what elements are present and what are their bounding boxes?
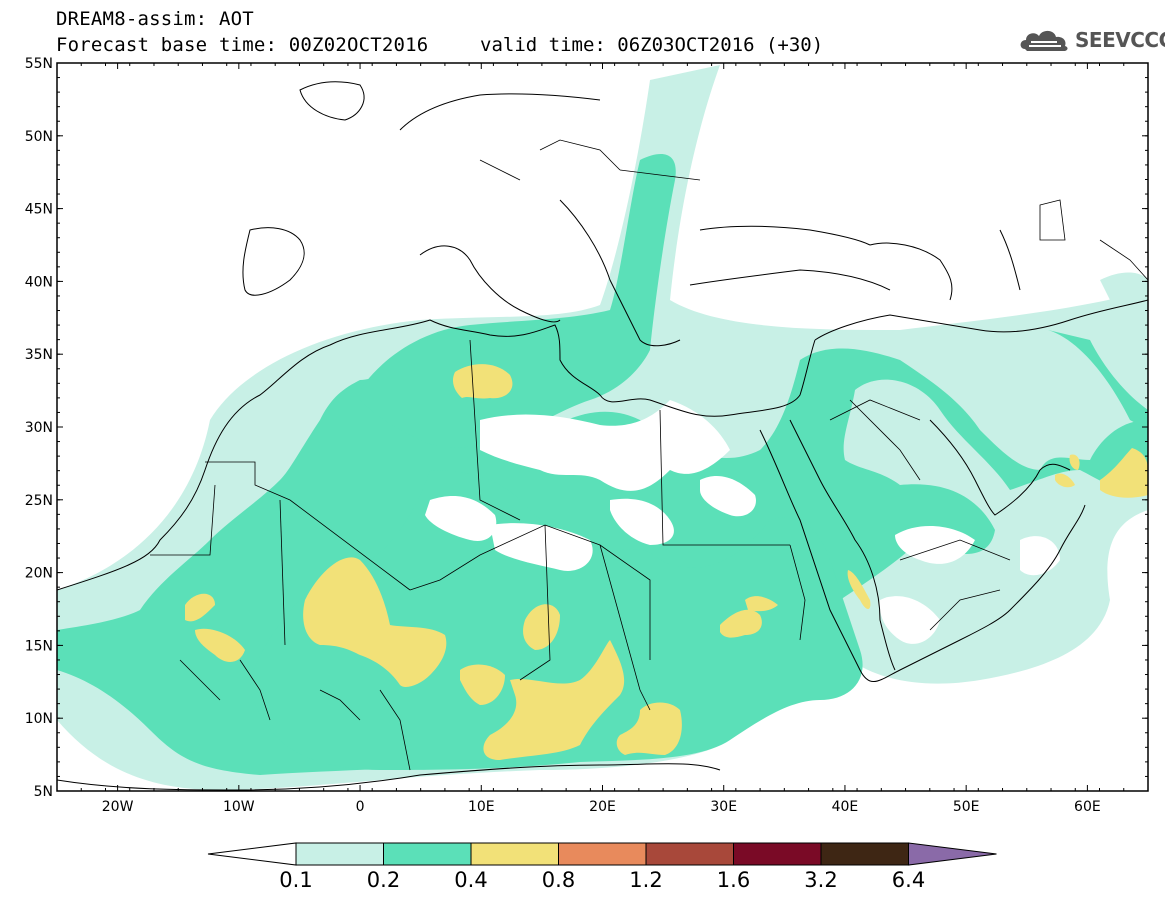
- lat-label: 25N: [25, 493, 53, 509]
- lat-label: 15N: [25, 638, 53, 654]
- colorbar-label: 1.6: [717, 868, 750, 892]
- lon-label: 10W: [223, 799, 255, 815]
- lat-label: 40N: [25, 274, 53, 290]
- colorbar-segment: [558, 842, 647, 866]
- lon-label: 20E: [589, 799, 616, 815]
- lat-label: 5N: [34, 784, 53, 800]
- colorbar-label: 0.1: [279, 868, 312, 892]
- colorbar-segment: [645, 842, 734, 866]
- lon-label: 10E: [468, 799, 495, 815]
- aot-field: [57, 65, 1148, 790]
- logo-text: SEEVCCC: [1075, 28, 1165, 52]
- country-borders: [150, 139, 1148, 771]
- colorbar-label: 6.4: [892, 868, 925, 892]
- lon-label: 50E: [953, 799, 980, 815]
- colorbar-segment: [295, 842, 384, 866]
- lon-label: 0: [356, 799, 365, 815]
- colorbar-label: 3.2: [804, 868, 837, 892]
- colorbar: 0.1 0.2 0.4 0.8 1.2 1.6 3.2 6.4: [207, 842, 997, 892]
- aot-band-0.4-0.8: [185, 364, 1148, 760]
- cloud-icon: [1020, 30, 1068, 51]
- seevccc-logo: SEEVCCC: [1017, 25, 1165, 55]
- lat-label: 20N: [25, 566, 53, 582]
- valid-time: valid time: 06Z03OCT2016 (+30): [480, 34, 824, 56]
- colorbar-label: 0.2: [367, 868, 400, 892]
- colorbar-label: 1.2: [629, 868, 662, 892]
- axis-ticks: [56, 62, 1149, 792]
- lon-label: 60E: [1074, 799, 1101, 815]
- lon-label: 30E: [710, 799, 737, 815]
- axis-labels: 55N 50N 45N 40N 35N 30N 25N 20N 15N 10N 5N 20W 10W 0 1…: [25, 56, 1101, 815]
- colorbar-segment: [820, 842, 909, 866]
- lat-label: 30N: [25, 420, 53, 436]
- colorbar-label: 0.8: [542, 868, 575, 892]
- coastlines: [57, 81, 1148, 791]
- lat-label: 35N: [25, 347, 53, 363]
- lat-label: 45N: [25, 202, 53, 218]
- aot-clear-areas: [425, 400, 1060, 644]
- colorbar-extend-high: [908, 842, 997, 866]
- colorbar-segment: [383, 842, 472, 866]
- lon-label: 40E: [832, 799, 859, 815]
- lon-label: 20W: [102, 799, 134, 815]
- lat-label: 55N: [25, 56, 53, 72]
- lat-label: 10N: [25, 711, 53, 727]
- forecast-base-time: Forecast base time: 00Z02OCT2016: [56, 34, 429, 56]
- lat-label: 50N: [25, 129, 53, 145]
- colorbar-extend-low: [207, 842, 297, 866]
- colorbar-segment: [733, 842, 822, 866]
- colorbar-segment: [470, 842, 559, 866]
- colorbar-label: 0.4: [454, 868, 487, 892]
- map-title: DREAM8-assim: AOT: [56, 8, 254, 30]
